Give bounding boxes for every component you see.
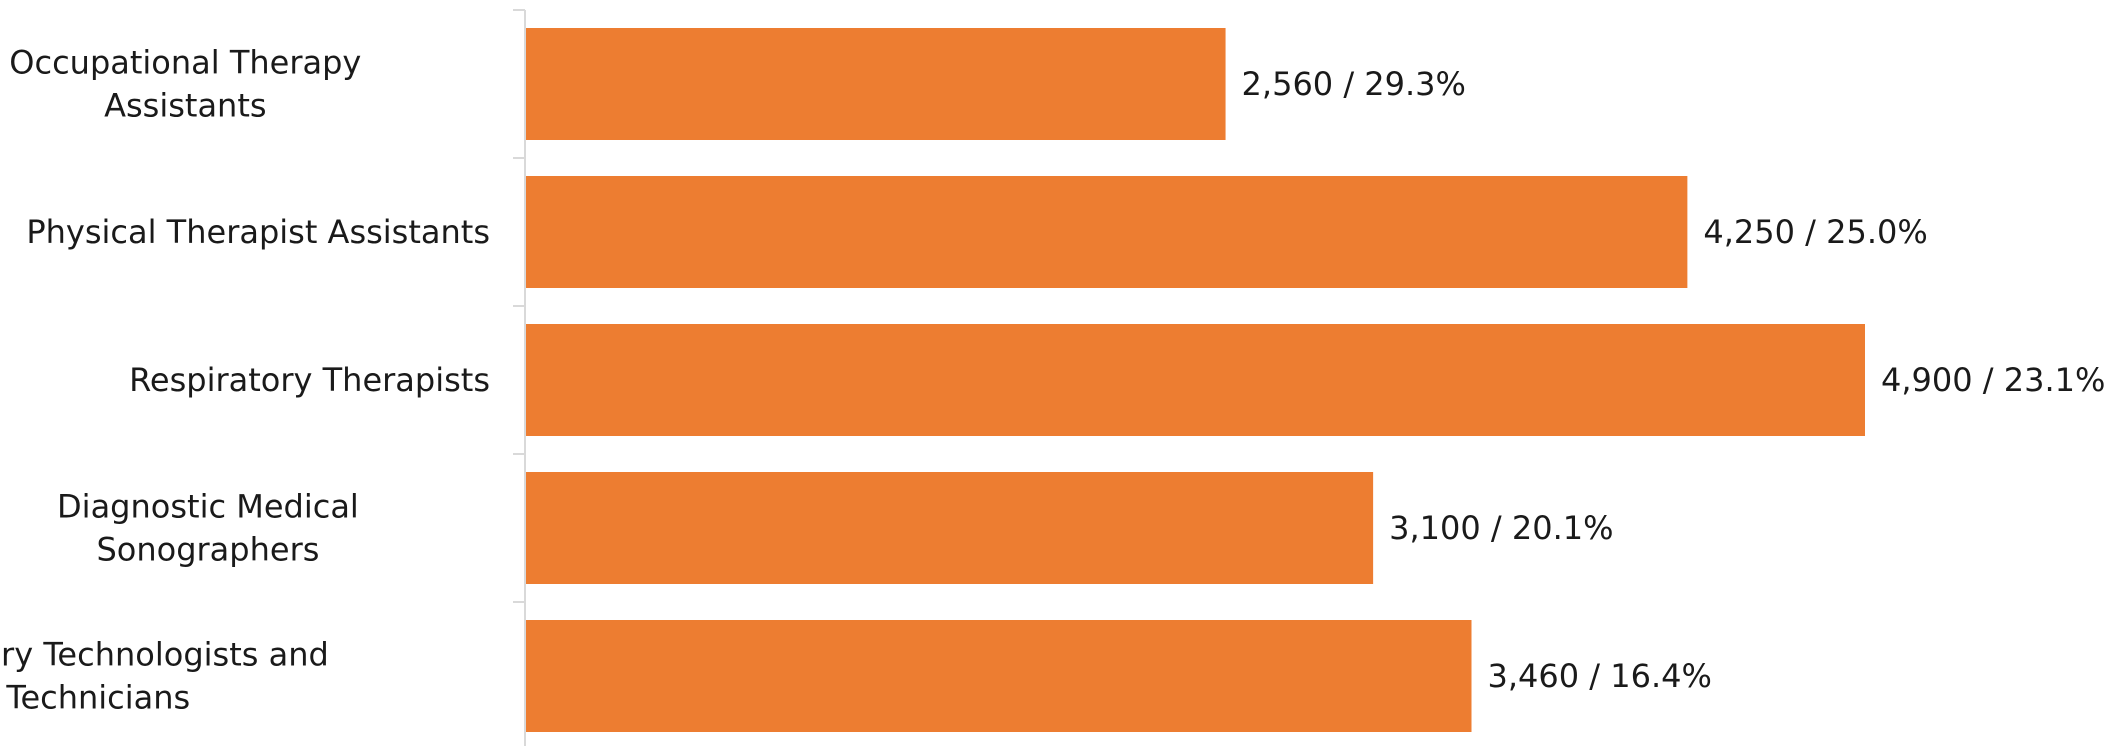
category-label: Physical Therapist Assistants xyxy=(26,213,490,251)
category-labels: Occupational Therapy Assistants Physical T… xyxy=(0,44,490,717)
bar xyxy=(526,176,1688,288)
category-label: Occupational Therapy Assistants xyxy=(9,44,361,125)
bar xyxy=(526,324,1865,436)
bar xyxy=(526,28,1226,140)
category-axis xyxy=(513,9,526,746)
data-label: 4,250 / 25.0% xyxy=(1703,213,1927,251)
bar xyxy=(526,472,1374,584)
data-label: 3,460 / 16.4% xyxy=(1487,657,1711,695)
data-label: 3,100 / 20.1% xyxy=(1389,509,1613,547)
data-label: 2,560 / 29.3% xyxy=(1242,65,1466,103)
data-labels: 2,560 / 29.3% 4,250 / 25.0% 4,900 / 23.1% 3… xyxy=(1242,65,2106,695)
bar xyxy=(526,620,1472,732)
category-label: Diagnostic Medical Sonographers xyxy=(57,488,359,569)
data-label: 4,900 / 23.1% xyxy=(1881,361,2105,399)
category-label: Respiratory Therapists xyxy=(129,361,490,399)
bars-layer xyxy=(526,28,1865,732)
